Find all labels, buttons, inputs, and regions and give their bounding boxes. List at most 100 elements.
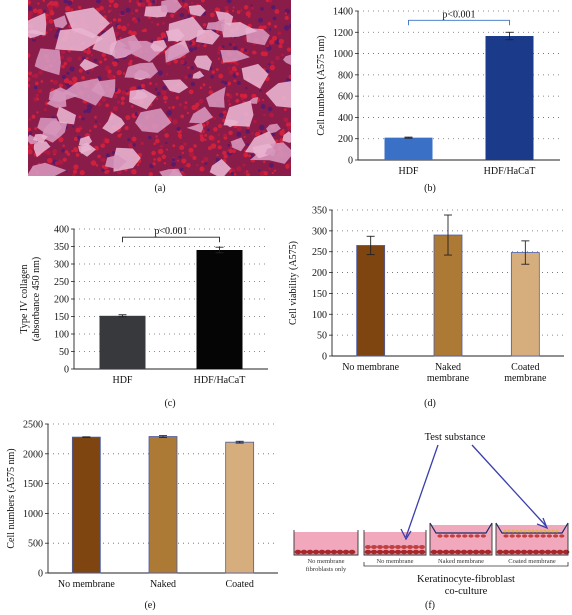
co-culture-label: co-culture xyxy=(445,586,488,597)
error-bar-2 xyxy=(235,440,244,444)
co-culture-label: Keratinocyte-fibroblast xyxy=(417,574,515,585)
well-label: Naked membrane xyxy=(438,558,484,565)
x-tick-label: membrane xyxy=(504,373,547,384)
error-bar-0 xyxy=(118,314,127,318)
bar-0 xyxy=(384,137,433,160)
well-outline xyxy=(293,530,359,556)
y-axis-label: Cell numbers (A575 nm) xyxy=(316,35,327,135)
well-outline xyxy=(429,523,493,556)
caption-e: (e) xyxy=(144,600,156,611)
y-tick-label: 150 xyxy=(54,312,69,323)
chart-e: 0 500 1000 1500 2000 2500 Cell numbers (A575 n… xyxy=(6,420,278,588)
y-tick-label: 0 xyxy=(348,156,353,167)
bar-1 xyxy=(485,36,534,161)
y-tick-label: 50 xyxy=(317,331,327,342)
co-culture-bracket xyxy=(363,562,569,567)
y-tick-label: 400 xyxy=(338,113,353,124)
keratinocyte-cells xyxy=(437,534,486,538)
p-value-label: p<0.001 xyxy=(442,9,475,20)
caption-b: (b) xyxy=(424,183,436,194)
error-bar-1 xyxy=(444,214,452,256)
well-label: Coated membrane xyxy=(508,558,556,565)
y-tick-label: 250 xyxy=(312,247,327,258)
y-tick-label: 500 xyxy=(28,539,43,550)
y-tick-label: 1000 xyxy=(23,509,43,520)
error-bar-0 xyxy=(404,136,413,139)
x-tick-label: Coated xyxy=(226,579,254,588)
x-tick-label: No membrane xyxy=(342,362,399,373)
significance-bracket xyxy=(122,236,220,243)
p-value-label: p<0.001 xyxy=(154,226,187,237)
bar-0 xyxy=(99,315,146,369)
caption-d: (d) xyxy=(424,398,436,409)
x-tick-label: Naked xyxy=(150,579,176,588)
well-outline xyxy=(363,530,427,556)
error-bar-2 xyxy=(521,240,530,265)
membrane-insert xyxy=(429,522,493,534)
y-axis-label-line2: (absorbance 450 nm) xyxy=(31,257,42,341)
x-tick-label: Coated xyxy=(511,362,539,373)
y-tick-label: 300 xyxy=(312,226,327,237)
y-axis-label: Cell viability (A575) xyxy=(288,241,299,325)
y-tick-label: 200 xyxy=(312,268,327,279)
fibroblast-cells xyxy=(364,549,426,555)
well-2 xyxy=(429,522,493,556)
y-tick-label: 250 xyxy=(54,277,69,288)
chart-b: 0 200 400 600 800 1000 1200 1400 Cell numbers (A… xyxy=(316,7,560,177)
membrane-insert xyxy=(495,522,569,534)
bar-0 xyxy=(71,436,101,574)
y-tick-label: 1200 xyxy=(333,28,353,39)
x-tick-label: HDF/HaCaT xyxy=(484,166,536,177)
y-tick-label: 800 xyxy=(338,70,353,81)
fibroblast-cells xyxy=(294,549,356,555)
caption-c: (c) xyxy=(164,398,176,409)
keratinocyte-cells xyxy=(365,545,425,549)
micrograph-panel xyxy=(22,0,301,181)
bar-2 xyxy=(510,252,540,357)
x-tick-label: Naked xyxy=(435,362,461,373)
x-tick-label: HDF xyxy=(398,166,418,177)
x-tick-label: membrane xyxy=(427,373,470,384)
well-outline xyxy=(495,523,569,556)
y-tick-label: 350 xyxy=(54,242,69,253)
y-tick-label: 400 xyxy=(54,225,69,236)
micrograph-pale-regions xyxy=(22,0,301,181)
error-bar-1 xyxy=(215,246,224,254)
error-bar-1 xyxy=(159,435,167,438)
test-substance-label: Test substance xyxy=(425,432,486,443)
y-tick-label: 300 xyxy=(54,260,69,271)
y-axis-label: Cell numbers (A575 nm) xyxy=(6,448,17,548)
caption-a: (a) xyxy=(154,183,166,194)
chart-c: 0 50 100 150 200 250 300 350 400 Type IV collagen… xyxy=(19,225,268,386)
x-tick-label: HDF xyxy=(112,375,132,386)
micrograph-image xyxy=(22,0,301,181)
y-tick-label: 100 xyxy=(312,310,327,321)
bar-1 xyxy=(148,436,178,574)
well-label: fibroblasts only xyxy=(306,566,347,573)
y-tick-label: 2500 xyxy=(23,420,43,431)
error-bar-0 xyxy=(82,436,91,438)
error-bar-1 xyxy=(505,31,514,41)
y-tick-label: 1400 xyxy=(333,7,353,18)
well-label: No membrane xyxy=(307,558,344,565)
y-tick-label: 1500 xyxy=(23,479,43,490)
y-tick-label: 50 xyxy=(59,347,69,358)
bar-2 xyxy=(225,441,255,574)
y-axis-label: Type IV collagen xyxy=(19,264,30,333)
bar-1 xyxy=(196,250,243,369)
y-tick-label: 0 xyxy=(38,569,43,580)
y-tick-label: 0 xyxy=(64,365,69,376)
well-3 xyxy=(495,522,570,556)
fibroblast-cells xyxy=(430,549,492,555)
membrane-coating xyxy=(503,529,559,533)
caption-f: (f) xyxy=(425,600,435,611)
test-substance-arrows xyxy=(400,444,549,541)
y-tick-label: 200 xyxy=(54,295,69,306)
well-1 xyxy=(363,530,427,556)
chart-d: 0 50 100 150 200 250 300 350 Cell viability (A57… xyxy=(288,206,564,384)
y-tick-label: 100 xyxy=(54,330,69,341)
significance-bracket xyxy=(408,19,510,26)
x-tick-label: No membrane xyxy=(58,579,115,588)
y-tick-label: 2000 xyxy=(23,449,43,460)
